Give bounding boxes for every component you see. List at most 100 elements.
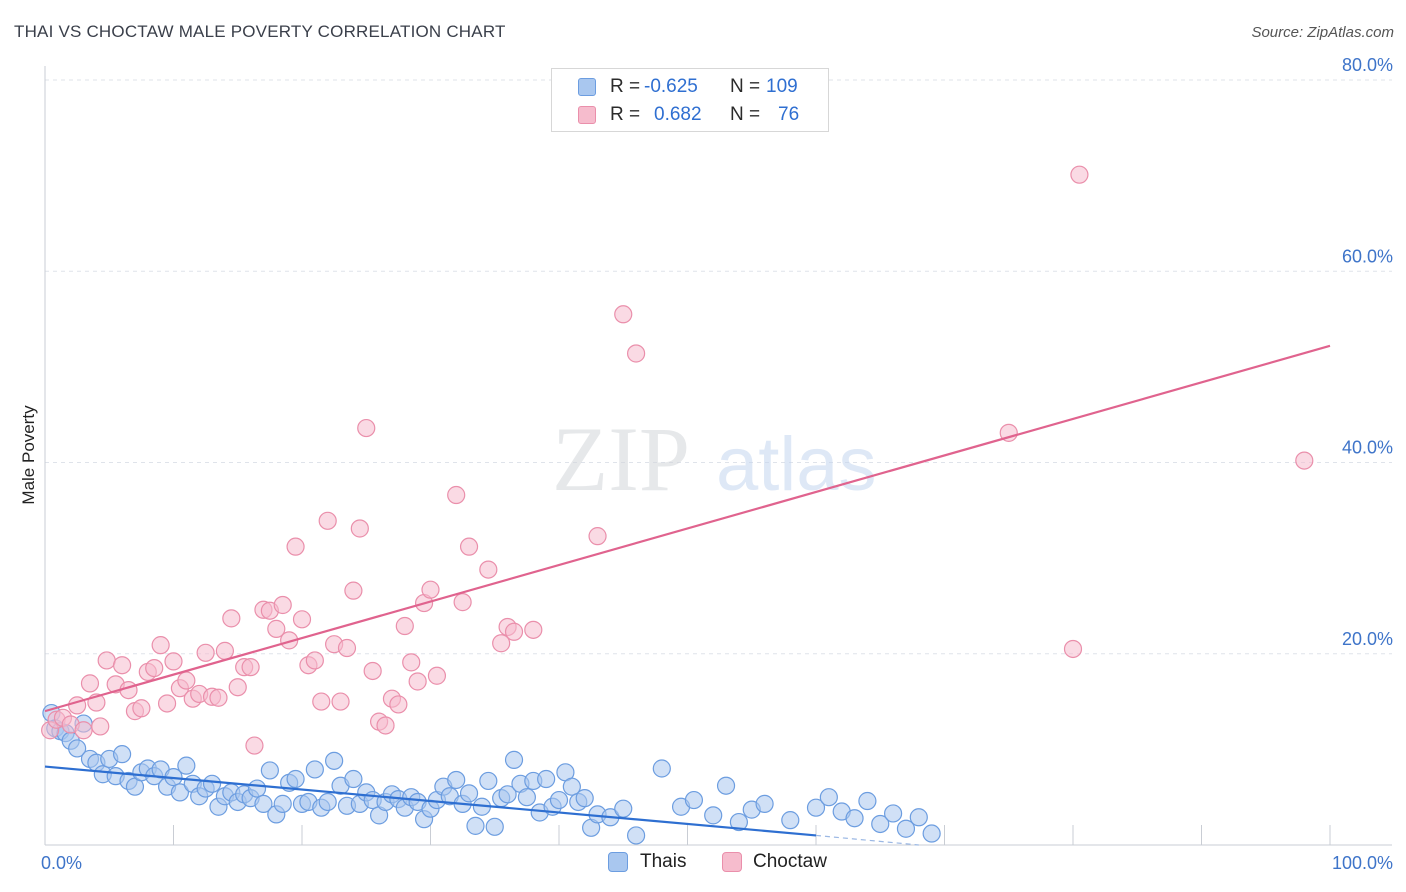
thais-point [479, 771, 498, 791]
thais-point [716, 776, 736, 795]
choctaw-point [350, 519, 369, 538]
choctaw-point [614, 305, 633, 324]
thais-point [177, 756, 196, 775]
choctaw-n-value: 76 [778, 104, 800, 125]
thais-point [517, 788, 536, 807]
choctaw-point [588, 527, 607, 546]
choctaw-point [402, 653, 421, 672]
choctaw-point [504, 622, 524, 641]
thais-point [819, 788, 838, 807]
choctaw-point [267, 619, 286, 638]
choctaw-point [177, 671, 196, 690]
thais-point [858, 791, 877, 811]
r-label: R = [610, 76, 641, 97]
choctaw-point [215, 641, 234, 660]
chart-title: THAI VS CHOCTAW MALE POVERTY CORRELATION… [14, 22, 506, 41]
thais-point [112, 745, 132, 764]
choctaw-point [447, 485, 466, 505]
x-tick-label: 100.0% [1332, 853, 1393, 873]
thais-point [704, 806, 723, 825]
thais-point [626, 826, 646, 845]
thais-point [896, 819, 916, 838]
thais-point [254, 794, 273, 813]
choctaw-point [524, 620, 543, 639]
choctaw-point [97, 651, 116, 670]
choctaw-point [337, 638, 357, 658]
choctaw-point [273, 595, 292, 615]
r-label: R = [610, 104, 641, 125]
y-tick-label: 20.0% [1342, 629, 1393, 649]
trend-layer [44, 344, 1331, 846]
choctaw-point [357, 418, 376, 438]
thais-point [260, 761, 279, 780]
points-layer [41, 165, 1314, 845]
choctaw-point [145, 658, 164, 678]
thais-point [247, 779, 267, 798]
thais-point [883, 804, 903, 823]
choctaw-r-value: 0.682 [654, 104, 702, 125]
choctaw-point [1063, 639, 1083, 659]
watermark-atlas: atlas [716, 422, 877, 507]
choctaw-swatch [578, 106, 596, 124]
thais-n-value: 109 [766, 76, 798, 97]
thais-point [549, 790, 569, 810]
choctaw-point [331, 692, 350, 711]
thais-point [202, 774, 222, 793]
thais-point [325, 751, 344, 770]
y-tick-label: 40.0% [1342, 438, 1393, 458]
thais-point [806, 798, 826, 817]
thais-point [575, 789, 594, 808]
thais-point [305, 760, 324, 779]
thais-point [68, 739, 87, 758]
choctaw-point [245, 736, 264, 755]
choctaw-point [376, 716, 395, 735]
choctaw-point [999, 423, 1018, 442]
watermark: ZIP atlas [552, 408, 877, 510]
thais-point [318, 792, 337, 812]
choctaw-point [1070, 165, 1089, 184]
choctaw-point [318, 511, 337, 530]
choctaw-point [151, 636, 170, 655]
choctaw-point [80, 674, 100, 693]
thais-point [652, 759, 671, 778]
legend-row-thais: R = -0.625 N = 109 [552, 73, 828, 101]
thais-point [562, 777, 581, 796]
n-label: N = [730, 76, 761, 97]
thais-point [504, 750, 524, 769]
choctaw-legend-swatch [722, 852, 742, 872]
choctaw-point [305, 651, 324, 670]
correlation-legend: R = -0.625 N = 109 R = 0.682 N = 76 [551, 68, 829, 132]
choctaw-point [421, 580, 440, 599]
thais-point [170, 783, 190, 802]
thais-point [286, 769, 305, 789]
choctaw-point [286, 537, 305, 556]
choctaw-point [241, 658, 260, 677]
choctaw-point [626, 344, 646, 363]
choctaw-point [363, 661, 382, 681]
choctaw-point [74, 721, 93, 740]
thais-trend-line [44, 765, 817, 837]
choctaw-point [157, 694, 177, 713]
watermark-zip: ZIP [552, 408, 690, 510]
thais-r-value: -0.625 [644, 76, 698, 97]
thais-point [447, 770, 466, 790]
choctaw-point [479, 560, 498, 579]
axis-layer: 20.0% 40.0% 60.0% 80.0% 0.0% 100.0% [41, 55, 1393, 873]
thais-legend-label: Thais [640, 851, 687, 872]
thais-point [537, 769, 556, 789]
choctaw-point [453, 593, 472, 612]
choctaw-point [344, 581, 363, 600]
choctaw-point [408, 672, 427, 691]
thais-legend-swatch [608, 852, 628, 872]
choctaw-point [312, 692, 331, 711]
thais-point [466, 816, 485, 835]
thais-point [485, 817, 504, 836]
thais-point [922, 824, 941, 843]
choctaw-point [228, 678, 247, 697]
choctaw-point [292, 610, 312, 629]
choctaw-point [1295, 451, 1314, 470]
choctaw-point [492, 634, 511, 653]
choctaw-point [209, 688, 228, 707]
